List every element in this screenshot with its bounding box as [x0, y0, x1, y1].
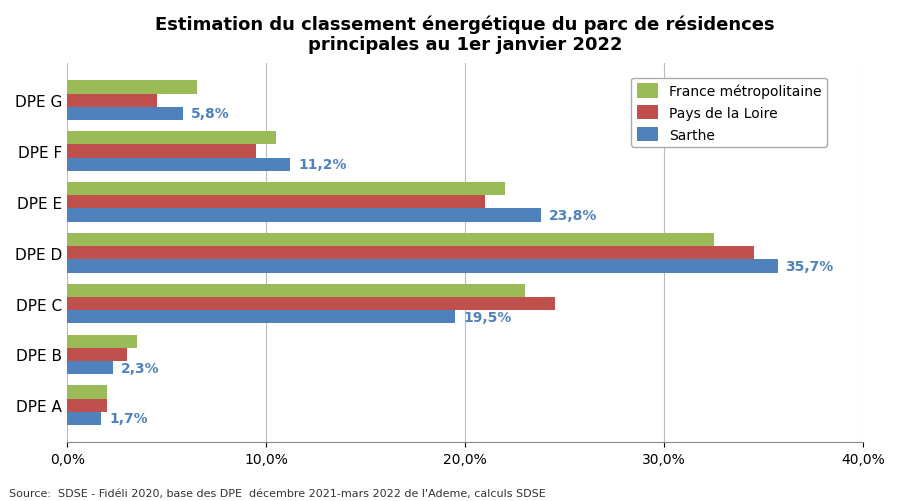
- Bar: [68, 132, 276, 145]
- Bar: [68, 284, 525, 297]
- Text: 35,7%: 35,7%: [786, 260, 833, 274]
- Bar: [68, 108, 183, 121]
- Bar: [68, 297, 554, 311]
- Bar: [68, 158, 290, 171]
- Bar: [68, 209, 541, 222]
- Bar: [68, 81, 196, 95]
- Legend: France métropolitaine, Pays de la Loire, Sarthe: France métropolitaine, Pays de la Loire,…: [631, 79, 827, 148]
- Bar: [68, 399, 107, 412]
- Bar: [68, 348, 127, 361]
- Bar: [68, 386, 107, 399]
- Text: 2,3%: 2,3%: [121, 361, 159, 375]
- Bar: [68, 145, 256, 158]
- Bar: [68, 233, 714, 246]
- Bar: [68, 183, 505, 196]
- Text: 23,8%: 23,8%: [549, 209, 597, 222]
- Text: Source:  SDSE - Fidéli 2020, base des DPE  décembre 2021-mars 2022 de l'Ademe, c: Source: SDSE - Fidéli 2020, base des DPE…: [9, 488, 545, 498]
- Title: Estimation du classement énergétique du parc de résidences
principales au 1er ja: Estimation du classement énergétique du …: [156, 15, 775, 54]
- Bar: [68, 311, 455, 324]
- Text: 11,2%: 11,2%: [298, 158, 346, 172]
- Bar: [68, 412, 101, 425]
- Bar: [68, 335, 137, 348]
- Text: 19,5%: 19,5%: [464, 310, 511, 324]
- Text: 5,8%: 5,8%: [191, 107, 230, 121]
- Bar: [68, 95, 157, 108]
- Text: 1,7%: 1,7%: [109, 411, 148, 425]
- Bar: [68, 196, 485, 209]
- Bar: [68, 246, 753, 260]
- Bar: [68, 260, 778, 273]
- Bar: [68, 361, 113, 374]
